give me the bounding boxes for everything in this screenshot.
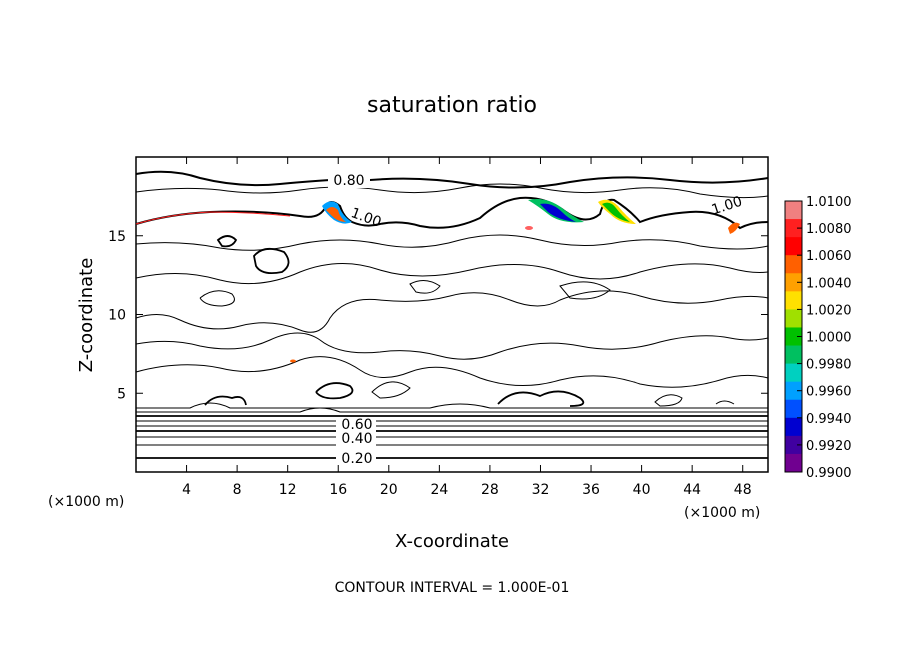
y-axis-label: Z-coordinate	[76, 258, 97, 373]
x-tick-label: 32	[532, 482, 550, 498]
supersaturation-fill	[135, 199, 740, 363]
x-tick-label: 24	[430, 482, 448, 498]
x-tick-label: 44	[683, 482, 701, 498]
colorbar-swatch	[785, 237, 802, 256]
colorbar-swatch	[785, 327, 802, 347]
contour-label: 0.80	[333, 173, 364, 189]
colorbar-label: 0.9980	[806, 358, 852, 373]
x-axis-unit-left: (×1000 m)	[48, 494, 124, 510]
colorbar-label: 1.0100	[806, 195, 852, 210]
colorbar-swatch	[785, 219, 802, 238]
colorbar-label: 0.9900	[806, 466, 852, 481]
colorbar-label: 1.0040	[806, 276, 852, 291]
colorbar-swatch	[785, 417, 802, 437]
colorbar-swatch	[785, 381, 802, 401]
colorbar-swatch	[785, 201, 802, 220]
colorbar-swatch	[785, 345, 802, 365]
colorbar-label: 0.9920	[806, 439, 852, 454]
y-tick-label: 10	[108, 308, 126, 324]
y-axis-ticks: 5 10 15	[108, 229, 768, 402]
x-axis-unit-right: (×1000 m)	[684, 505, 760, 521]
colorbar-swatch	[785, 435, 802, 455]
chart-title: saturation ratio	[367, 93, 537, 118]
contour-lines	[135, 170, 769, 459]
x-tick-label: 4	[182, 482, 191, 498]
x-tick-label: 8	[233, 482, 242, 498]
colorbar-swatch	[785, 453, 802, 473]
contour-interval-note: CONTOUR INTERVAL = 1.000E-01	[335, 580, 570, 596]
x-tick-label: 12	[279, 482, 297, 498]
x-axis-ticks: 4 8 12 16 20 24 28 32 36 40 44 48	[182, 157, 752, 498]
colorbar-label: 1.0000	[806, 331, 852, 346]
y-tick-label: 15	[108, 229, 126, 245]
colorbar-label: 0.9940	[806, 412, 852, 427]
colorbar-swatch	[785, 363, 802, 383]
contour-label: 0.20	[341, 451, 372, 467]
colorbar-label: 1.0020	[806, 303, 852, 318]
colorbar: 1.0100 1.0080 1.0060 1.0040 1.0020 1.0000 0.99…	[784, 195, 852, 481]
contour-label: 0.60	[341, 417, 372, 433]
plot-area	[135, 156, 769, 473]
x-tick-label: 40	[633, 482, 651, 498]
colorbar-swatch	[785, 399, 802, 419]
x-tick-label: 48	[734, 482, 752, 498]
colorbar-label: 1.0080	[806, 222, 852, 237]
colorbar-swatch	[785, 255, 802, 274]
y-tick-label: 5	[117, 386, 126, 402]
x-tick-label: 28	[481, 482, 499, 498]
x-tick-label: 20	[380, 482, 398, 498]
colorbar-swatch	[785, 273, 802, 292]
colorbar-label: 1.0060	[806, 249, 852, 264]
colorbar-label: 0.9960	[806, 385, 852, 400]
x-tick-label: 16	[329, 482, 347, 498]
contour-label: 0.40	[341, 431, 372, 447]
colorbar-swatch	[785, 291, 802, 310]
colorbar-swatch	[785, 309, 802, 328]
x-axis-label: X-coordinate	[395, 531, 509, 552]
x-tick-label: 36	[582, 482, 600, 498]
